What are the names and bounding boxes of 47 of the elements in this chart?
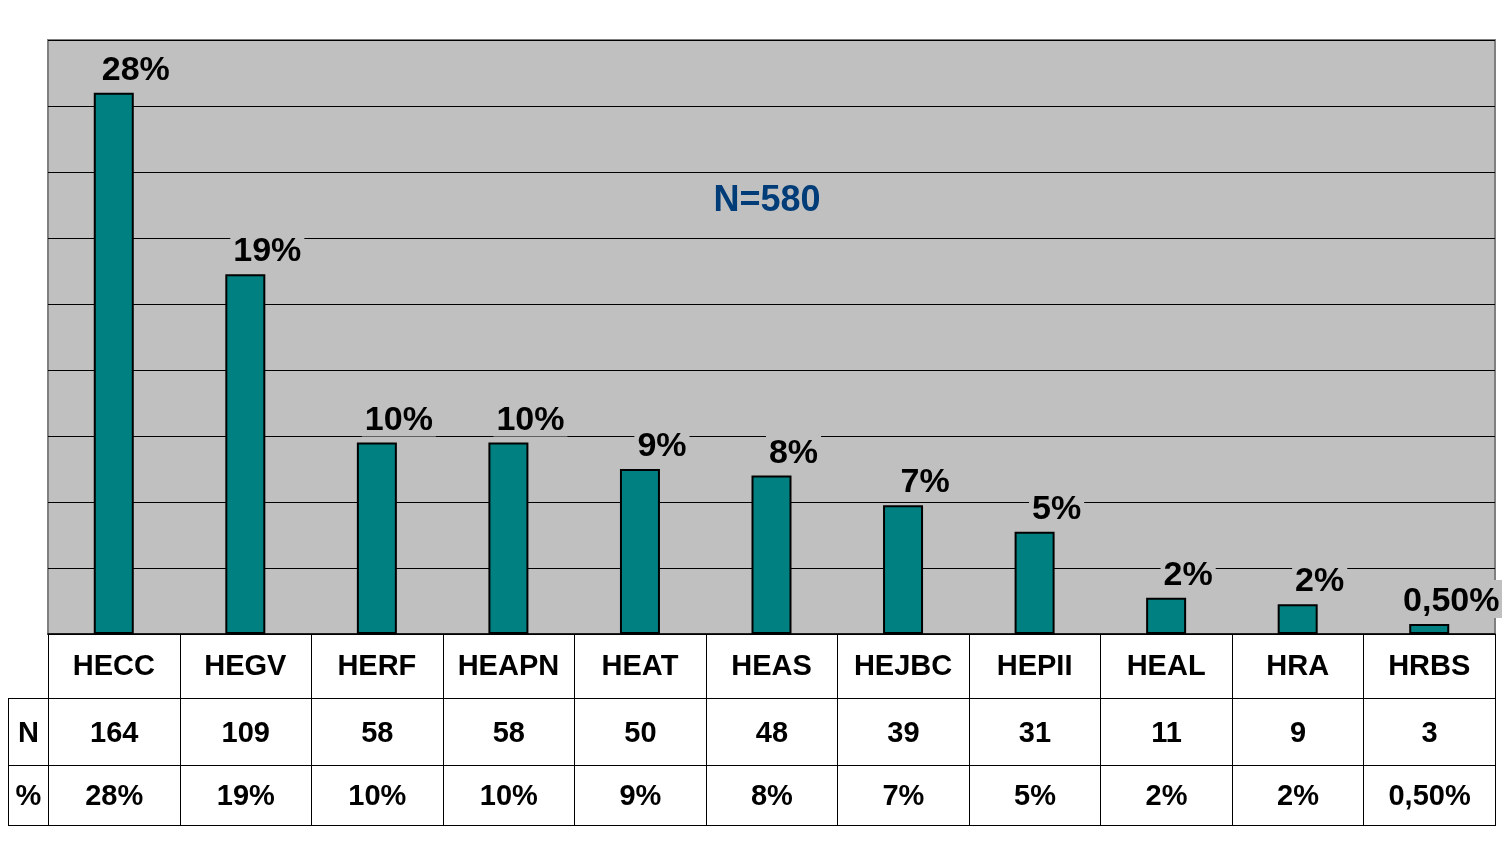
annotation: 5% bbox=[1032, 487, 1082, 526]
data-label: 48 bbox=[706, 698, 838, 766]
text: 9% bbox=[619, 779, 662, 811]
annotation: 2% bbox=[1295, 560, 1345, 599]
annotation: 8% bbox=[768, 431, 819, 470]
data-label: 11 bbox=[1100, 698, 1233, 766]
annotation: 10% bbox=[496, 398, 565, 437]
x-tick-label: HEPII bbox=[996, 648, 1073, 681]
text: % bbox=[8, 765, 49, 826]
text: 8% bbox=[750, 779, 793, 811]
x-tick-label: HEAPN bbox=[457, 648, 560, 681]
data-label: 31 bbox=[969, 698, 1101, 766]
data-label: 58 bbox=[443, 698, 575, 766]
annotation: 28% bbox=[101, 48, 170, 87]
data-label: 3 bbox=[1363, 698, 1496, 766]
text: 0,50% bbox=[1388, 779, 1471, 811]
x-tick-label: HEAL bbox=[1126, 648, 1206, 681]
legend-label: N bbox=[8, 698, 49, 766]
annotation: 0,50% bbox=[1403, 580, 1500, 619]
x-tick-label: HERF bbox=[337, 648, 417, 681]
text: 2% bbox=[1277, 779, 1319, 811]
x-tick-label: HRA bbox=[1266, 648, 1330, 681]
text: 2% bbox=[1145, 779, 1188, 811]
data-label: 58 bbox=[311, 698, 444, 766]
text: 5% bbox=[1014, 779, 1056, 811]
text: 19% bbox=[216, 779, 275, 811]
text: 10% bbox=[479, 779, 538, 811]
annotation: 19% bbox=[233, 230, 302, 269]
x-tick-label: HEAT bbox=[601, 648, 679, 681]
data-label: 50 bbox=[574, 698, 707, 766]
data-label: 39 bbox=[837, 698, 970, 766]
annotation: 7% bbox=[900, 461, 950, 500]
x-tick-label: HEJBC bbox=[853, 648, 953, 681]
annotation: 9% bbox=[637, 425, 687, 463]
data-label: 164 bbox=[48, 698, 181, 766]
text: 10% bbox=[348, 779, 407, 811]
x-tick-label: HEAS bbox=[731, 648, 812, 681]
annotation: 10% bbox=[364, 398, 433, 437]
annotation: 2% bbox=[1163, 553, 1213, 592]
data-label: 9 bbox=[1232, 698, 1364, 766]
text: 7% bbox=[882, 779, 925, 811]
annotation: N=580 bbox=[713, 177, 821, 219]
text: 28% bbox=[85, 779, 144, 811]
x-tick-label: HECC bbox=[72, 648, 155, 681]
data-label: 109 bbox=[180, 698, 312, 766]
x-tick-label: HEGV bbox=[204, 648, 288, 681]
x-tick-label: HRBS bbox=[1388, 648, 1471, 681]
